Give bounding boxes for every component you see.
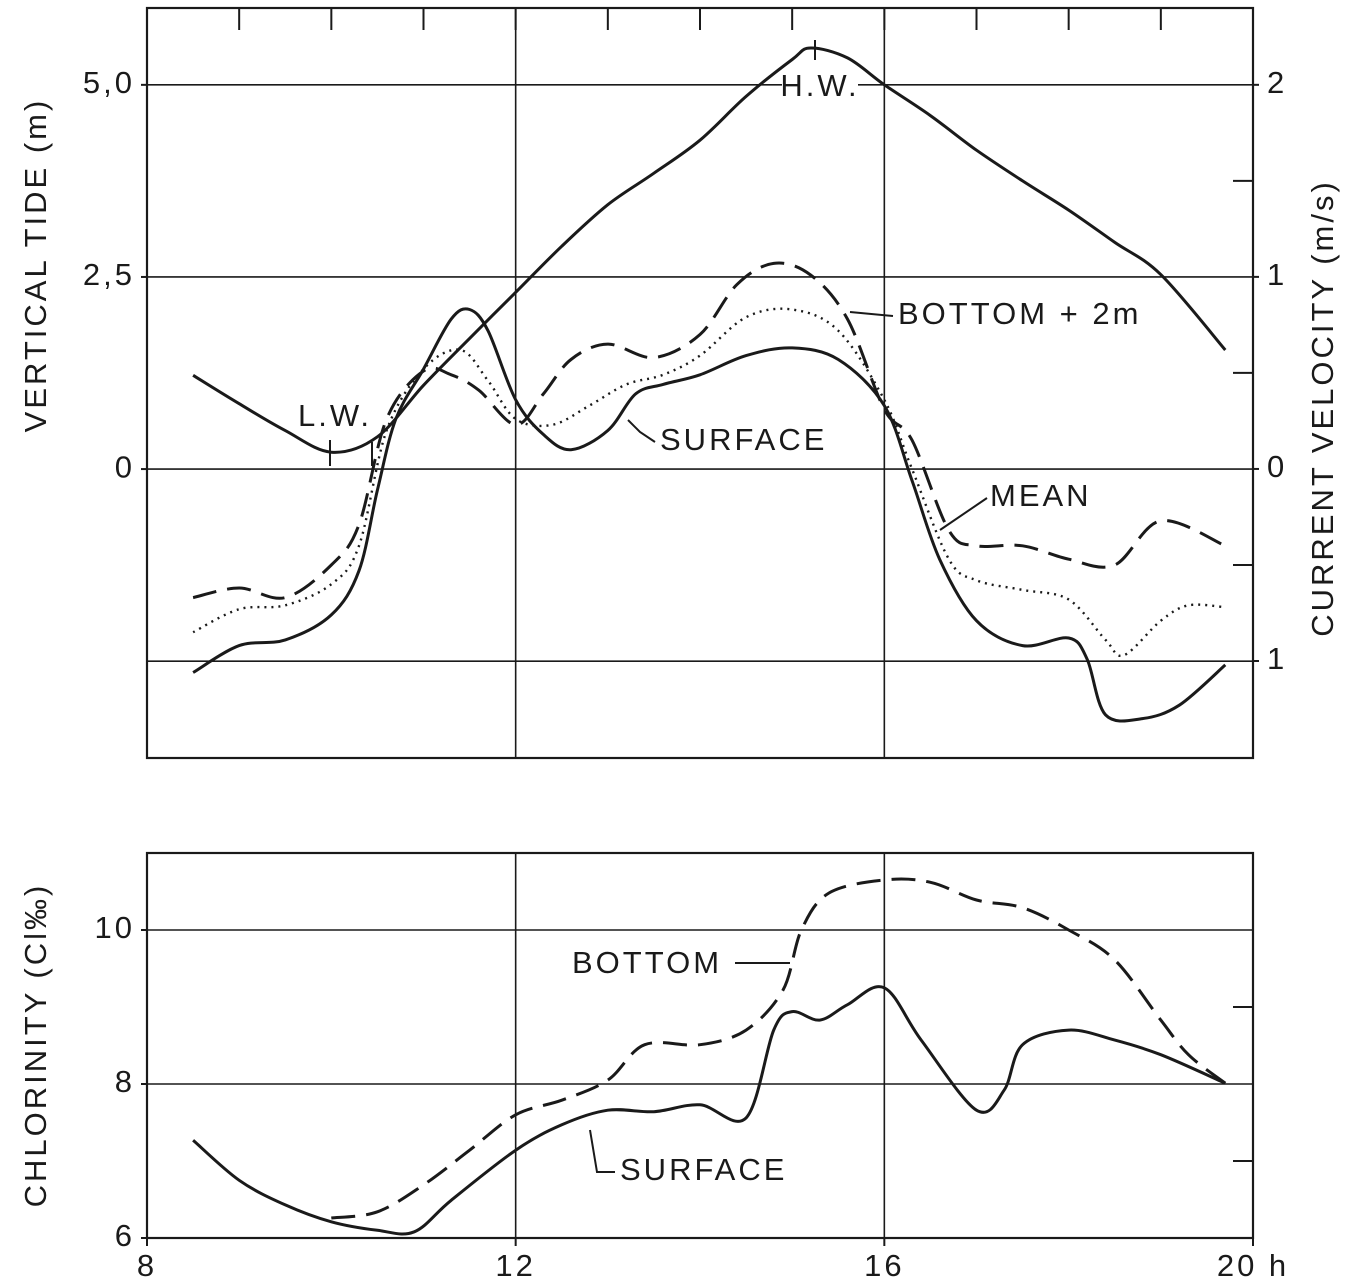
annotation-backdrop: [297, 401, 373, 435]
y2-tick-label: 1: [1267, 257, 1287, 292]
series-label: BOTTOM: [572, 945, 722, 980]
series-line: [192, 307, 1227, 723]
y-tick-label: 0: [115, 449, 135, 484]
series-line: [331, 877, 1227, 1220]
plot-frame: [145, 851, 1255, 1240]
x-tick-label: 12: [495, 1248, 535, 1283]
annotation: H.W.: [780, 68, 859, 103]
y-tick-label: 6: [115, 1218, 135, 1253]
y-tick-label: 2,5: [83, 257, 135, 292]
y-tick-label: 10: [95, 910, 135, 945]
pointer: [939, 497, 988, 531]
y-tick-label: 8: [115, 1064, 135, 1099]
series-label: SURFACE: [660, 422, 827, 457]
pointers: [329, 40, 988, 1173]
annotation: L.W.: [298, 398, 372, 433]
series-line: [192, 985, 1226, 1236]
x-tick-label: 8: [137, 1248, 157, 1283]
series-line: [192, 46, 1227, 454]
y2-tick-label: 1: [1267, 641, 1287, 676]
y-tick-label: 5,0: [83, 65, 135, 100]
y2-tick-label: 0: [1267, 449, 1287, 484]
series-label: MEAN: [990, 478, 1092, 513]
y-axis-title: CHLORINITY (Cl‰): [18, 883, 53, 1208]
x-tick-label: 20 h: [1217, 1248, 1289, 1283]
y-axis-title: VERTICAL TIDE (m): [18, 98, 53, 433]
y2-tick-label: 2: [1267, 65, 1287, 100]
plot-frame: [145, 6, 1255, 760]
pointer: [627, 419, 656, 443]
series-label: SURFACE: [620, 1152, 787, 1187]
x-tick-label: 16: [864, 1248, 904, 1283]
pointer: [589, 1129, 615, 1173]
y2-axis-title: CURRENT VELOCITY (m/s): [1305, 179, 1340, 637]
series-line: [192, 261, 1226, 600]
pointer: [849, 311, 894, 317]
series-label: BOTTOM + 2m: [898, 296, 1141, 331]
annotation-backdrop: [782, 71, 858, 105]
